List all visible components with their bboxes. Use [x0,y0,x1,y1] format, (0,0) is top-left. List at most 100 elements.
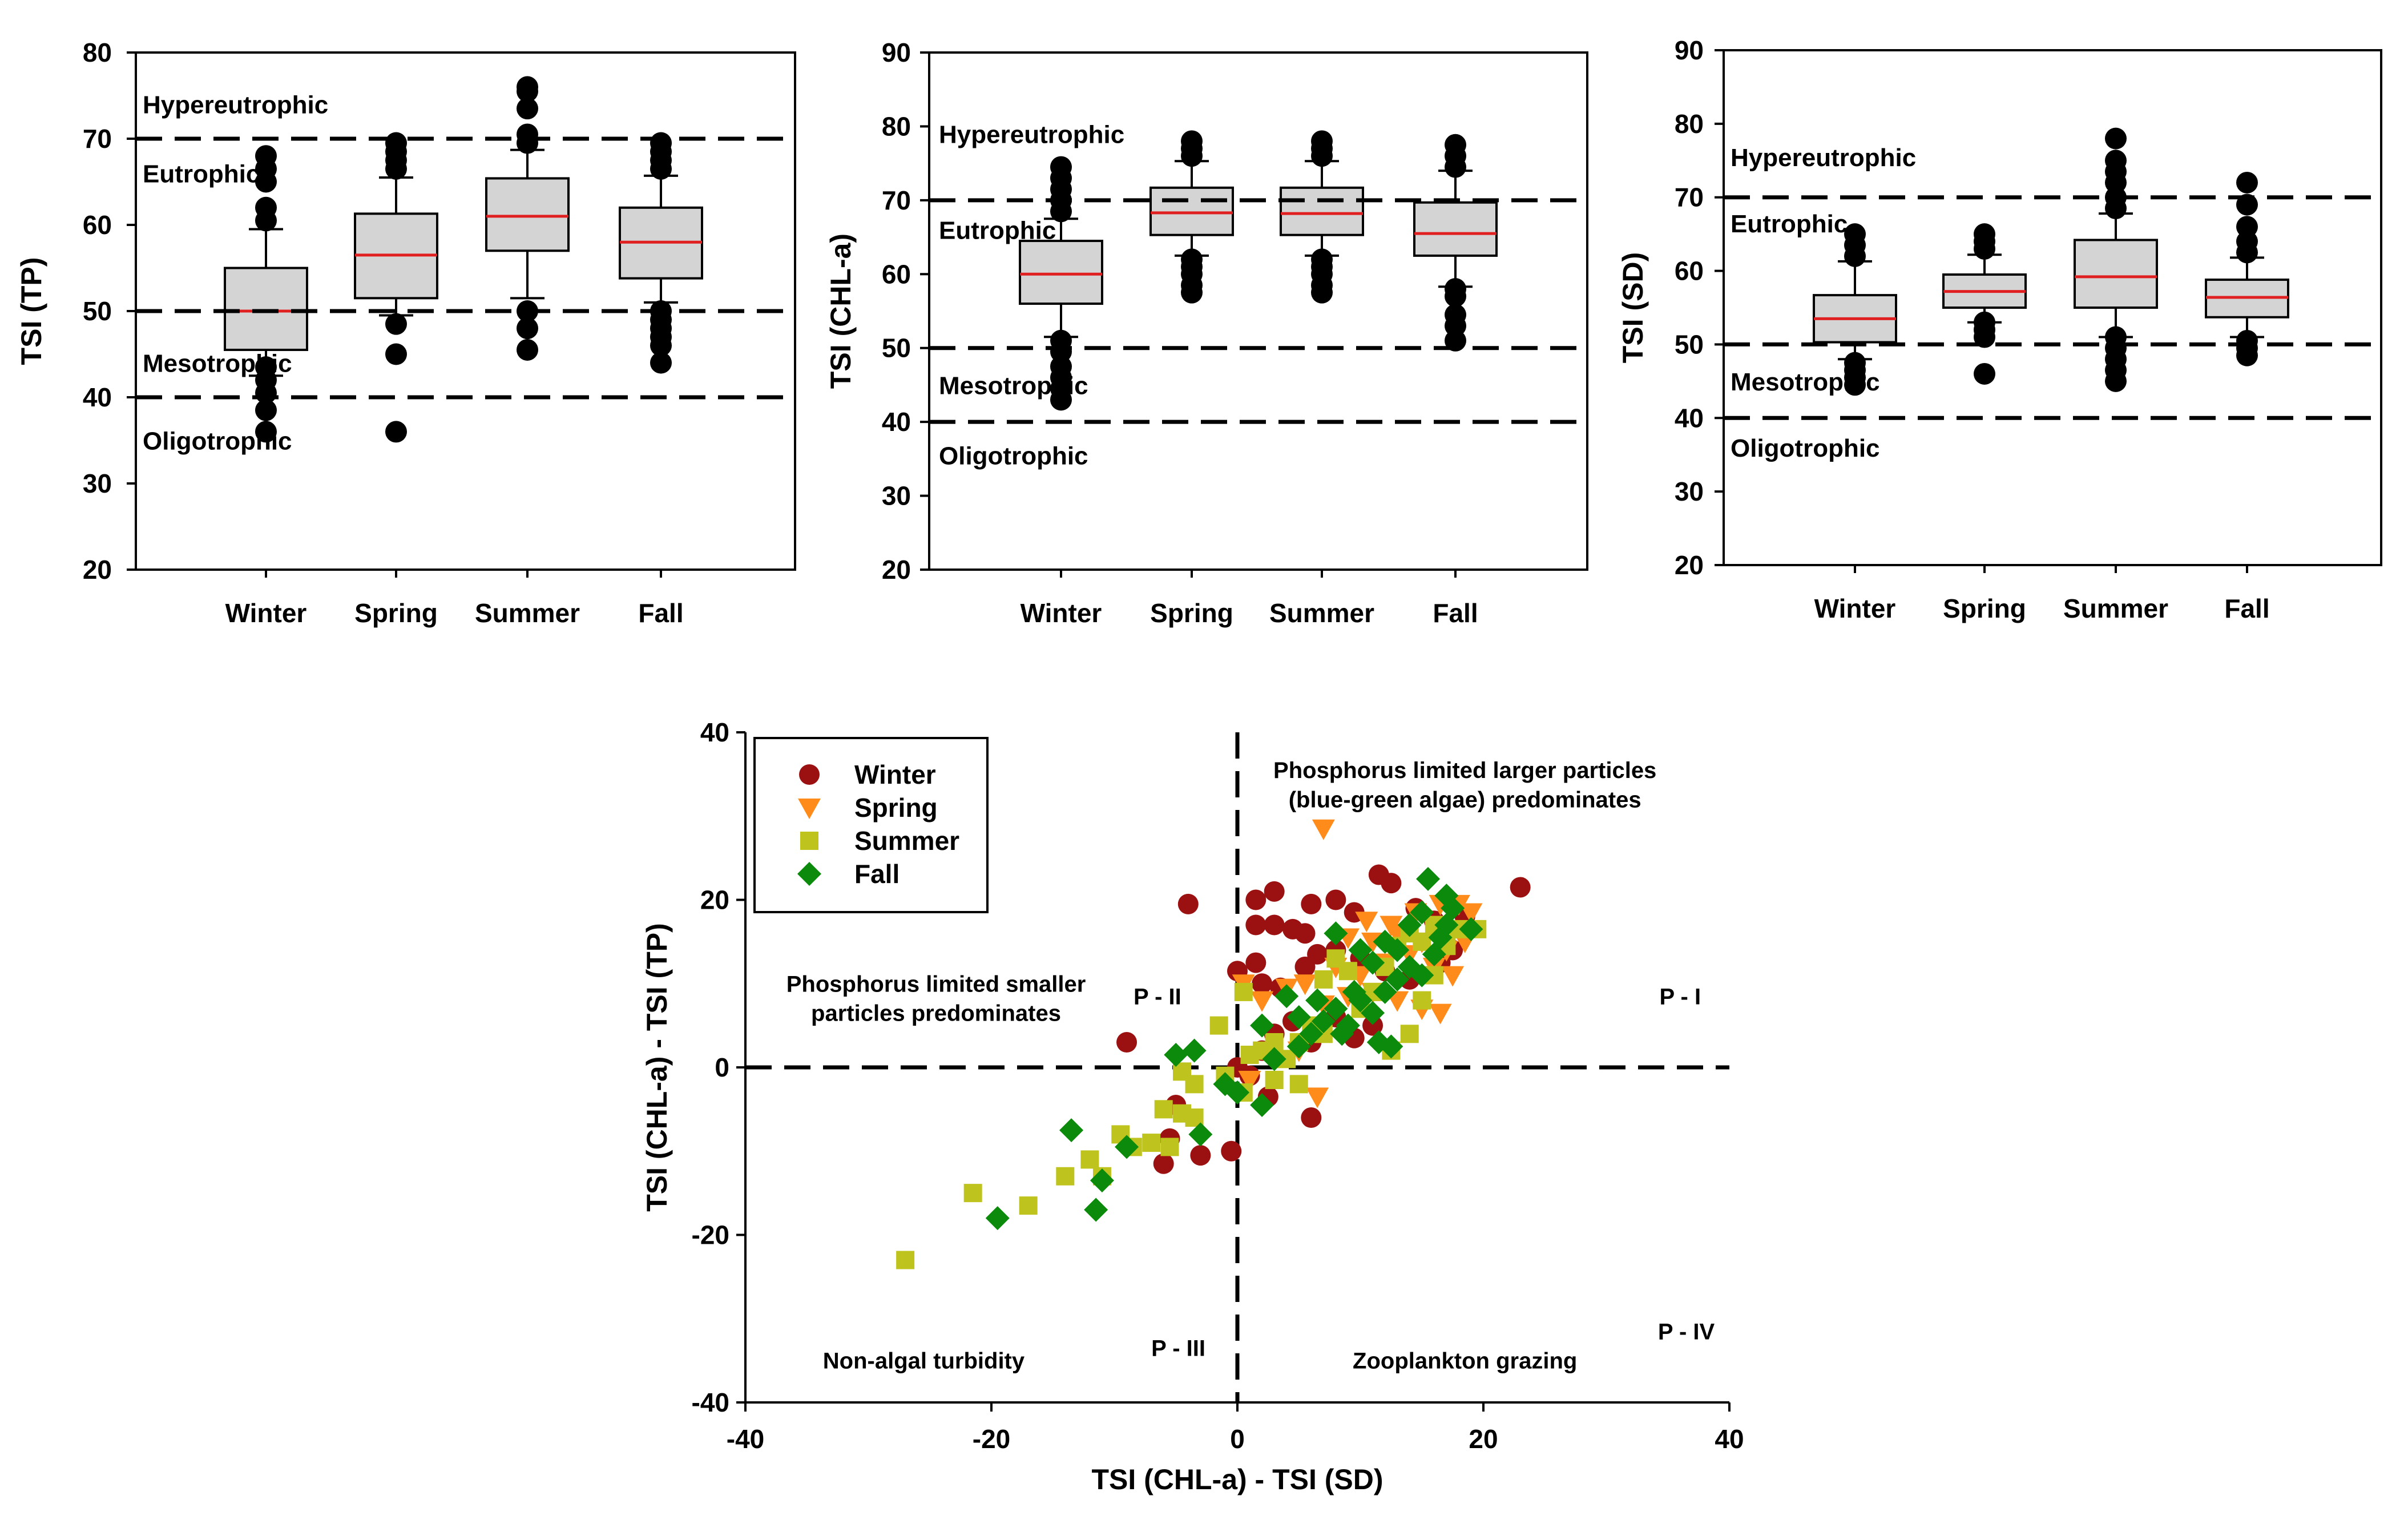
legend-marker-fall [797,862,821,886]
data-point-fall [1274,984,1299,1009]
data-point-fall [1286,1005,1311,1029]
data-point-spring [1251,991,1274,1012]
x-category-label: Summer [475,598,580,628]
data-point-summer [1265,1071,1284,1090]
data-point-summer [1413,991,1431,1010]
data-point-winter [1116,1031,1138,1053]
outlier-point [650,334,672,357]
outlier-point [1181,145,1203,167]
data-point-summer [1400,1025,1419,1043]
legend-marker-winter [799,764,820,785]
outlier-point [255,421,277,443]
annotation-phos-larger-2: (blue-green algae) predominates [1289,787,1641,812]
data-point-fall [1182,1038,1207,1063]
data-point-winter [1264,881,1285,902]
y-tick-label: 50 [882,333,911,363]
data-point-summer [1142,1134,1161,1152]
data-point-winter [1325,889,1346,910]
data-point-fall [1311,1009,1336,1034]
data-point-spring [1312,819,1335,840]
data-point-spring [1459,903,1483,924]
y-tick-label: 0 [715,1053,729,1082]
legend-label-winter: Winter [854,760,936,789]
data-point-fall [1361,950,1385,975]
scatter-deviation: -40 -20 0 20 40 -40 -20 0 20 40 TSI (CHL-a) - TSI … [641,717,1744,1495]
outlier-point [517,317,538,340]
box-iqr [224,267,308,351]
annotation-phos-smaller-1: Phosphorus limited smaller [786,971,1086,997]
boxplot-tsi-sd: 20 30 40 50 60 70 80 90 TSI (SD) Winter Spring Summ… [1617,35,2382,623]
x-category-label: Fall [638,598,683,628]
outlier-point [1181,281,1203,304]
data-point-winter [1381,873,1402,894]
y-tick-label: 90 [882,38,911,67]
data-point-fall [1115,1135,1139,1159]
x-category-label: Spring [1943,594,2026,623]
box-iqr [1149,186,1234,236]
data-point-winter [1264,914,1285,936]
y-tick-label: 60 [83,210,112,240]
data-point-summer [1314,970,1333,989]
data-point-spring [1355,912,1378,933]
y-tick-label: 80 [882,111,911,141]
legend-label-fall: Fall [854,859,900,889]
data-point-winter [1252,973,1273,994]
trophic-zone-label: Oligotrophic [1731,434,1880,462]
data-point-summer [1056,1167,1075,1186]
y-tick-label: 50 [1675,329,1704,359]
x-tick-label: -20 [973,1424,1010,1454]
y-tick-label: 50 [83,296,112,326]
data-point-winter [1245,952,1266,973]
y-tick-label: 80 [83,38,112,67]
data-point-winter [1177,893,1199,914]
x-category-label: Fall [1433,598,1478,628]
legend-marker-spring [798,799,821,819]
outlier-point [385,343,407,365]
outlier-point [517,338,538,361]
annotation-zooplankton: Zooplankton grazing [1353,1349,1577,1374]
data-point-fall [1324,921,1348,946]
trophic-zone-label: Hypereutrophic [143,91,328,119]
outlier-point [1050,389,1072,411]
outlier-point [255,209,277,232]
y-tick-label: 40 [1675,403,1704,433]
x-tick-label: -40 [727,1424,764,1454]
trophic-zone-label: Eutrophic [939,217,1056,245]
data-point-winter [1301,893,1322,914]
data-point-fall [1385,967,1410,991]
legend-label-summer: Summer [854,826,959,856]
outlier-point [1445,285,1466,308]
y-axis-title: TSI (TP) [15,257,47,365]
box-iqr [1413,201,1498,257]
x-category-label: Winter [1021,598,1102,628]
data-point-fall [1416,866,1441,891]
box-iqr [485,177,570,252]
y-tick-label: 40 [700,717,729,747]
data-point-fall [1250,1093,1274,1118]
data-point-spring [1429,1003,1452,1025]
data-point-fall [1373,979,1397,1004]
data-point-fall [1305,988,1330,1013]
x-category-label: Winter [225,598,307,628]
data-point-fall [1324,997,1348,1021]
y-tick-label: 20 [882,555,911,584]
outlier-point [1974,362,1995,385]
y-tick-label: 40 [83,382,112,412]
annotation-p4: P - IV [1658,1319,1715,1344]
data-point-winter [1294,923,1316,944]
data-point-fall [1434,884,1459,908]
outlier-point [1050,200,1072,223]
data-point-spring [1293,974,1317,995]
plot-frame [1723,49,2382,566]
data-point-fall [1410,963,1434,987]
y-axis-title: TSI (SD) [1617,252,1649,363]
data-point-summer [896,1251,915,1269]
outlier-point [517,132,538,154]
data-point-fall [1459,917,1483,941]
data-point-winter [1301,1107,1322,1128]
data-point-fall [1361,1001,1385,1025]
x-category-label: Fall [2224,594,2269,623]
trophic-zone-label: Eutrophic [143,160,260,188]
data-point-spring [1306,1087,1329,1108]
